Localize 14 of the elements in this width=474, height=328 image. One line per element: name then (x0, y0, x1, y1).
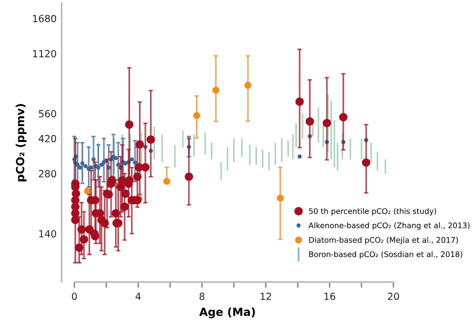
y-axis-title: pCO₂ (ppmv) (16, 104, 26, 182)
x-tick-label: 20 (388, 292, 399, 300)
y-tick-label: 420 (38, 134, 56, 142)
y-tick-label: 560 (38, 110, 56, 118)
y-tick-label: 140 (39, 230, 56, 238)
x-tick-label: 16 (324, 292, 336, 300)
x-tick-label: 8 (200, 292, 204, 300)
x-tick-label: 12 (260, 292, 272, 300)
x-axis-title: Age (Ma) (199, 307, 255, 318)
x-tick-label: 4 (136, 292, 141, 300)
y-tick-label: 1120 (33, 50, 56, 58)
y-tick-label: 1680 (33, 14, 56, 22)
x-tick-label: 0 (72, 292, 77, 300)
y-tick-label: 280 (38, 170, 56, 178)
